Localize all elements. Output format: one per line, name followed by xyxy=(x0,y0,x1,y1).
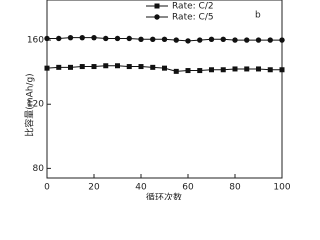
y-tick-label: 80 xyxy=(33,164,45,174)
data-point xyxy=(138,36,144,42)
x-tick-label: 80 xyxy=(229,183,241,193)
data-point xyxy=(115,63,120,69)
data-point xyxy=(232,37,238,43)
data-point xyxy=(232,66,238,72)
y-tick-label: 160 xyxy=(27,36,44,46)
plot-frame xyxy=(46,0,283,179)
x-tick-label: 0 xyxy=(44,183,50,193)
x-tick-label: 100 xyxy=(273,183,290,193)
data-point xyxy=(150,64,156,70)
data-point xyxy=(126,35,132,42)
data-point xyxy=(255,37,262,43)
data-point xyxy=(150,36,156,42)
data-point xyxy=(114,35,121,42)
data-point xyxy=(44,35,50,42)
data-point xyxy=(56,35,62,42)
legend-label: Rate: C/2 xyxy=(172,2,214,12)
data-point xyxy=(279,37,285,43)
data-point xyxy=(162,65,167,71)
data-point xyxy=(173,37,179,43)
data-point xyxy=(267,37,273,43)
annotation: b xyxy=(255,11,261,21)
data-point xyxy=(56,64,62,70)
data-point xyxy=(220,36,226,42)
legend-marker xyxy=(154,3,160,9)
data-point xyxy=(267,67,273,73)
data-point xyxy=(197,37,203,43)
x-tick-label: 20 xyxy=(88,183,100,193)
y-tick-label: 120 xyxy=(27,100,44,110)
data-point xyxy=(138,64,144,70)
x-tick-label: 40 xyxy=(135,183,147,193)
data-point xyxy=(91,34,97,41)
data-point xyxy=(91,64,97,70)
data-point xyxy=(79,64,85,70)
data-point xyxy=(126,64,132,70)
data-point xyxy=(173,68,179,74)
x-tick-label: 60 xyxy=(182,183,194,193)
data-point xyxy=(44,65,50,71)
data-point xyxy=(208,36,215,42)
y-axis-label: 比容量(mAh/g) xyxy=(24,73,36,136)
chart: b 比容量(mAh/g) 循环次数 80 120 160 0 20 40 60 80 100 Ra… xyxy=(24,0,291,201)
data-point xyxy=(67,34,74,41)
data-point xyxy=(185,68,191,74)
data-point xyxy=(79,34,85,41)
data-point xyxy=(161,36,168,42)
data-point xyxy=(103,63,109,69)
x-axis-label: 循环次数 xyxy=(146,192,182,201)
data-point xyxy=(244,37,250,43)
data-point xyxy=(185,38,191,44)
data-point xyxy=(220,67,226,73)
data-point xyxy=(209,67,214,73)
data-point xyxy=(197,68,203,74)
data-point xyxy=(103,35,109,42)
data-point xyxy=(244,66,250,72)
legend-marker xyxy=(154,14,160,20)
data-point xyxy=(68,64,73,70)
data-point xyxy=(279,67,285,73)
legend-label: Rate: C/5 xyxy=(172,13,214,23)
data-point xyxy=(256,66,261,72)
